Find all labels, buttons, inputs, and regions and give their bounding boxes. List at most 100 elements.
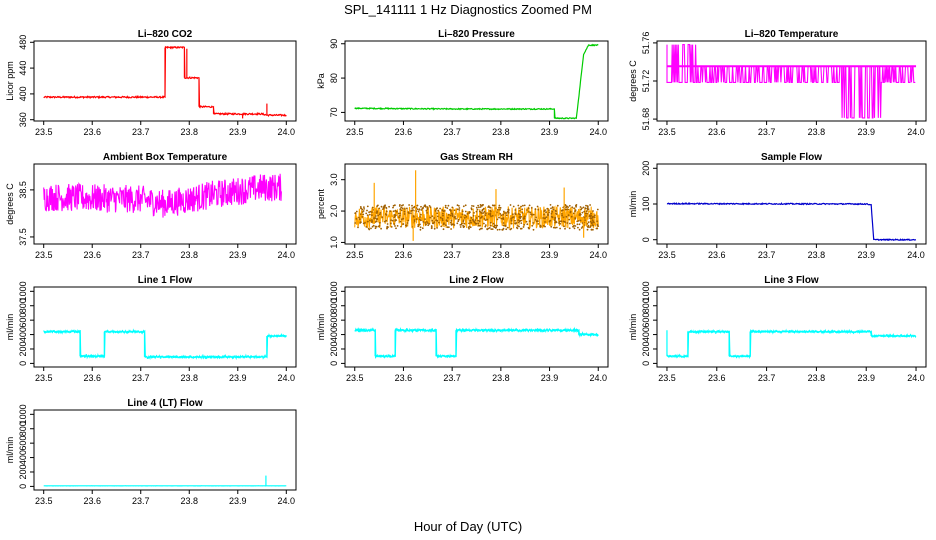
rh-point	[493, 226, 496, 229]
rh-point	[428, 223, 431, 225]
rh-point	[433, 221, 436, 224]
rh-point	[568, 227, 571, 230]
rh-point	[499, 213, 502, 215]
rh-point	[380, 205, 383, 208]
rh-point	[382, 208, 384, 211]
rh-point	[491, 204, 494, 207]
rh-point	[500, 217, 503, 220]
rh-point	[580, 208, 582, 211]
x-tick-label-co2: 23.9	[229, 127, 247, 137]
rh-point	[475, 210, 478, 213]
rh-point	[498, 228, 501, 231]
rh-point	[498, 206, 500, 209]
rh-point	[551, 207, 554, 209]
rh-point	[576, 220, 579, 223]
y-tick-label-line3: 0	[641, 361, 651, 366]
rh-point	[471, 218, 474, 221]
rh-point	[532, 222, 534, 224]
rh-point	[566, 222, 569, 224]
x-tick-label-co2: 23.8	[180, 127, 198, 137]
x-tick-label-line4: 23.6	[83, 496, 101, 506]
rh-point	[500, 214, 503, 217]
y-tick-label-line4: 600	[18, 436, 28, 451]
rh-point	[425, 209, 428, 212]
rh-point	[479, 206, 482, 208]
rh-point	[417, 223, 420, 226]
rh-point	[493, 224, 496, 227]
rh-point	[369, 210, 372, 213]
rh-point	[462, 224, 464, 227]
x-tick-label-line1: 23.8	[180, 373, 198, 383]
rh-point	[457, 218, 460, 221]
rh-point	[522, 218, 525, 220]
rh-point	[568, 218, 571, 221]
x-tick-label-licor-temp: 23.8	[808, 127, 826, 137]
rh-point	[477, 204, 479, 207]
x-tick-label-rh: 23.6	[395, 250, 413, 260]
rh-point	[477, 222, 480, 225]
rh-point	[426, 212, 428, 214]
rh-point	[490, 228, 493, 231]
rh-point	[517, 219, 520, 222]
rh-point	[403, 210, 406, 213]
rh-point	[542, 217, 545, 219]
rh-point	[514, 213, 517, 216]
panel-line2: Line 2 Flow ml/min 23.5 23.6 23.7 23.8 23.9 24.…	[316, 275, 609, 383]
rh-point	[410, 210, 413, 212]
rh-point	[360, 207, 363, 210]
rh-point	[390, 219, 392, 222]
rh-point	[442, 212, 444, 215]
series-line-line2	[354, 327, 599, 359]
rh-point	[583, 217, 586, 219]
y-tick-label-line3: 800	[641, 298, 651, 313]
x-tick-label-line3: 23.6	[708, 373, 726, 383]
x-tick-label-sample-flow: 23.8	[808, 250, 826, 260]
x-tick-label-line4: 24.0	[278, 496, 296, 506]
rh-point	[518, 207, 520, 210]
rh-point	[358, 218, 361, 221]
rh-point	[511, 216, 514, 219]
x-tick-label-ambient: 23.8	[180, 250, 198, 260]
rh-point	[392, 206, 394, 209]
rh-point	[385, 210, 388, 213]
rh-point	[376, 210, 378, 213]
y-tick-label-pressure: 90	[329, 39, 339, 49]
rh-point	[470, 208, 473, 211]
y-axis-label-licor-temp: degrees C	[628, 60, 638, 102]
rh-point	[569, 222, 571, 225]
rh-point	[377, 204, 379, 207]
y-tick-label-licor-temp: 51.72	[641, 70, 651, 93]
rh-point	[459, 226, 462, 228]
rh-point	[488, 206, 491, 209]
y-axis-label-line3: ml/min	[628, 314, 638, 341]
rh-point	[471, 205, 473, 207]
y-tick-label-co2: 440	[18, 61, 28, 76]
rh-point	[596, 208, 599, 211]
rh-point	[420, 213, 422, 216]
rh-point	[526, 209, 528, 211]
rh-point	[418, 218, 421, 221]
x-tick-label-licor-temp: 23.5	[658, 127, 676, 137]
rh-point	[559, 227, 561, 230]
rh-point	[589, 217, 591, 220]
rh-point	[446, 207, 449, 210]
x-tick-label-pressure: 24.0	[589, 127, 607, 137]
rh-point	[448, 209, 451, 211]
rh-point	[596, 227, 599, 230]
rh-point	[489, 214, 492, 217]
rh-point	[359, 206, 362, 208]
rh-point	[527, 207, 530, 210]
x-tick-label-co2: 23.5	[35, 127, 53, 137]
x-tick-label-line4: 23.8	[180, 496, 198, 506]
rh-point	[464, 214, 466, 217]
panel-ambient: Ambient Box Temperature degrees C 23.5 23.6…	[5, 152, 297, 260]
rh-point	[375, 225, 378, 228]
x-tick-label-ambient: 23.5	[35, 250, 53, 260]
rh-point	[468, 211, 471, 213]
rh-point	[458, 207, 461, 209]
series-band-ambient	[43, 173, 282, 218]
rh-point	[406, 222, 409, 224]
rh-point	[447, 204, 450, 207]
rh-point	[596, 220, 599, 223]
rh-point	[458, 205, 460, 207]
